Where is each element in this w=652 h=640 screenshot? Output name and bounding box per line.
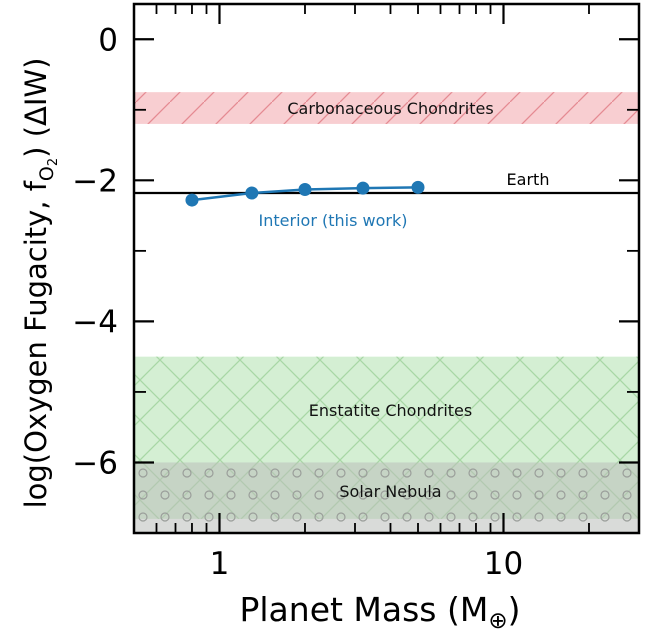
y-tick-label: 0 bbox=[98, 22, 118, 58]
band-hatch-carbonaceous-chondrites bbox=[134, 92, 639, 124]
y-tick-label: −6 bbox=[72, 445, 118, 481]
y-tick-label: −2 bbox=[72, 163, 118, 199]
tick-labels: 1 10 0 −2 −4 −6 bbox=[72, 22, 523, 582]
y-axis-label: log(Oxygen Fugacity, fO2) (ΔIW) bbox=[19, 58, 61, 509]
plot-frame bbox=[132, 2, 641, 535]
data-point bbox=[356, 181, 370, 195]
series-label: Interior (this work) bbox=[259, 211, 408, 230]
earth-label: Earth bbox=[507, 170, 550, 189]
band-label: Solar Nebula bbox=[339, 482, 441, 501]
band-hatch-solar-nebula bbox=[134, 462, 639, 533]
band-label: Carbonaceous Chondrites bbox=[287, 99, 493, 118]
data-point bbox=[245, 186, 259, 200]
band-labels: Carbonaceous Chondrites Enstatite Chondri… bbox=[259, 99, 550, 501]
x-tick-label: 1 bbox=[210, 546, 230, 582]
band-label: Enstatite Chondrites bbox=[309, 401, 472, 420]
data-point bbox=[411, 180, 425, 194]
x-axis-label: Planet Mass (M⊕) bbox=[239, 590, 520, 634]
data-point bbox=[185, 193, 199, 207]
reference-bands bbox=[134, 92, 639, 533]
y-tick-label: −4 bbox=[72, 304, 118, 340]
data-point bbox=[298, 183, 312, 197]
series-layer bbox=[185, 180, 425, 207]
x-tick-label: 10 bbox=[484, 546, 523, 582]
axis-ticks bbox=[134, 4, 640, 534]
